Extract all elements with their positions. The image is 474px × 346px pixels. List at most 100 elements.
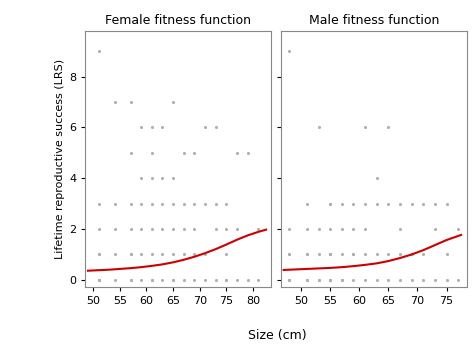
Point xyxy=(148,175,155,181)
Point xyxy=(327,252,334,257)
Point xyxy=(361,252,369,257)
Point xyxy=(327,277,334,282)
Point xyxy=(384,125,392,130)
Point xyxy=(111,252,118,257)
Point xyxy=(384,277,392,282)
Point xyxy=(303,252,311,257)
Point xyxy=(327,277,334,282)
Point xyxy=(169,277,177,282)
Point xyxy=(303,226,311,231)
Point xyxy=(201,252,209,257)
Point xyxy=(384,201,392,206)
Point xyxy=(244,150,251,156)
Point xyxy=(244,277,251,282)
Point xyxy=(95,277,102,282)
Point xyxy=(373,277,381,282)
Point xyxy=(137,175,145,181)
Point xyxy=(159,125,166,130)
Point xyxy=(180,150,188,156)
Point xyxy=(315,277,322,282)
Point xyxy=(455,226,462,231)
Point xyxy=(222,252,230,257)
Point xyxy=(148,201,155,206)
Point xyxy=(327,252,334,257)
Point xyxy=(212,201,219,206)
Point xyxy=(233,150,241,156)
Point xyxy=(222,226,230,231)
Point xyxy=(159,252,166,257)
Point xyxy=(137,226,145,231)
Point xyxy=(201,125,209,130)
Point xyxy=(286,277,293,282)
Point xyxy=(111,201,118,206)
Point xyxy=(148,150,155,156)
Y-axis label: Lifetime reproductive success (LRS): Lifetime reproductive success (LRS) xyxy=(55,59,65,259)
Point xyxy=(350,252,357,257)
Point xyxy=(95,226,102,231)
Point xyxy=(384,252,392,257)
Point xyxy=(338,226,346,231)
Point xyxy=(350,226,357,231)
Point xyxy=(233,226,241,231)
Point xyxy=(419,277,427,282)
Point xyxy=(361,277,369,282)
Point xyxy=(419,201,427,206)
Point xyxy=(137,277,145,282)
Point xyxy=(350,277,357,282)
Point xyxy=(169,277,177,282)
Point xyxy=(95,277,102,282)
Point xyxy=(255,226,262,231)
Point xyxy=(303,277,311,282)
Point xyxy=(95,201,102,206)
Point xyxy=(315,252,322,257)
Point xyxy=(233,277,241,282)
Point xyxy=(338,277,346,282)
Point xyxy=(159,277,166,282)
Point xyxy=(169,201,177,206)
Point xyxy=(95,252,102,257)
Point xyxy=(148,252,155,257)
Point xyxy=(396,277,404,282)
Title: Female fitness function: Female fitness function xyxy=(105,14,251,27)
Point xyxy=(431,277,439,282)
Point xyxy=(201,201,209,206)
Point xyxy=(373,252,381,257)
Point xyxy=(286,277,293,282)
Point xyxy=(315,226,322,231)
Point xyxy=(191,277,198,282)
Point xyxy=(315,125,322,130)
Point xyxy=(361,125,369,130)
Point xyxy=(191,252,198,257)
Point xyxy=(127,252,134,257)
Point xyxy=(350,252,357,257)
Point xyxy=(148,277,155,282)
Point xyxy=(111,277,118,282)
Point xyxy=(127,277,134,282)
Point xyxy=(327,277,334,282)
Point xyxy=(127,252,134,257)
Point xyxy=(338,252,346,257)
Point xyxy=(255,277,262,282)
Point xyxy=(327,201,334,206)
Point xyxy=(180,252,188,257)
Point xyxy=(159,226,166,231)
Point xyxy=(373,201,381,206)
Point xyxy=(191,150,198,156)
Point xyxy=(127,150,134,156)
Point xyxy=(408,252,415,257)
Point xyxy=(222,277,230,282)
Point xyxy=(327,201,334,206)
Point xyxy=(443,201,450,206)
Point xyxy=(137,252,145,257)
Point xyxy=(286,277,293,282)
Point xyxy=(127,277,134,282)
Point xyxy=(159,201,166,206)
Point xyxy=(315,277,322,282)
Point xyxy=(303,201,311,206)
Point xyxy=(180,201,188,206)
Point xyxy=(191,226,198,231)
Point xyxy=(303,277,311,282)
Point xyxy=(338,277,346,282)
Point xyxy=(408,201,415,206)
Text: Size (cm): Size (cm) xyxy=(248,329,307,342)
